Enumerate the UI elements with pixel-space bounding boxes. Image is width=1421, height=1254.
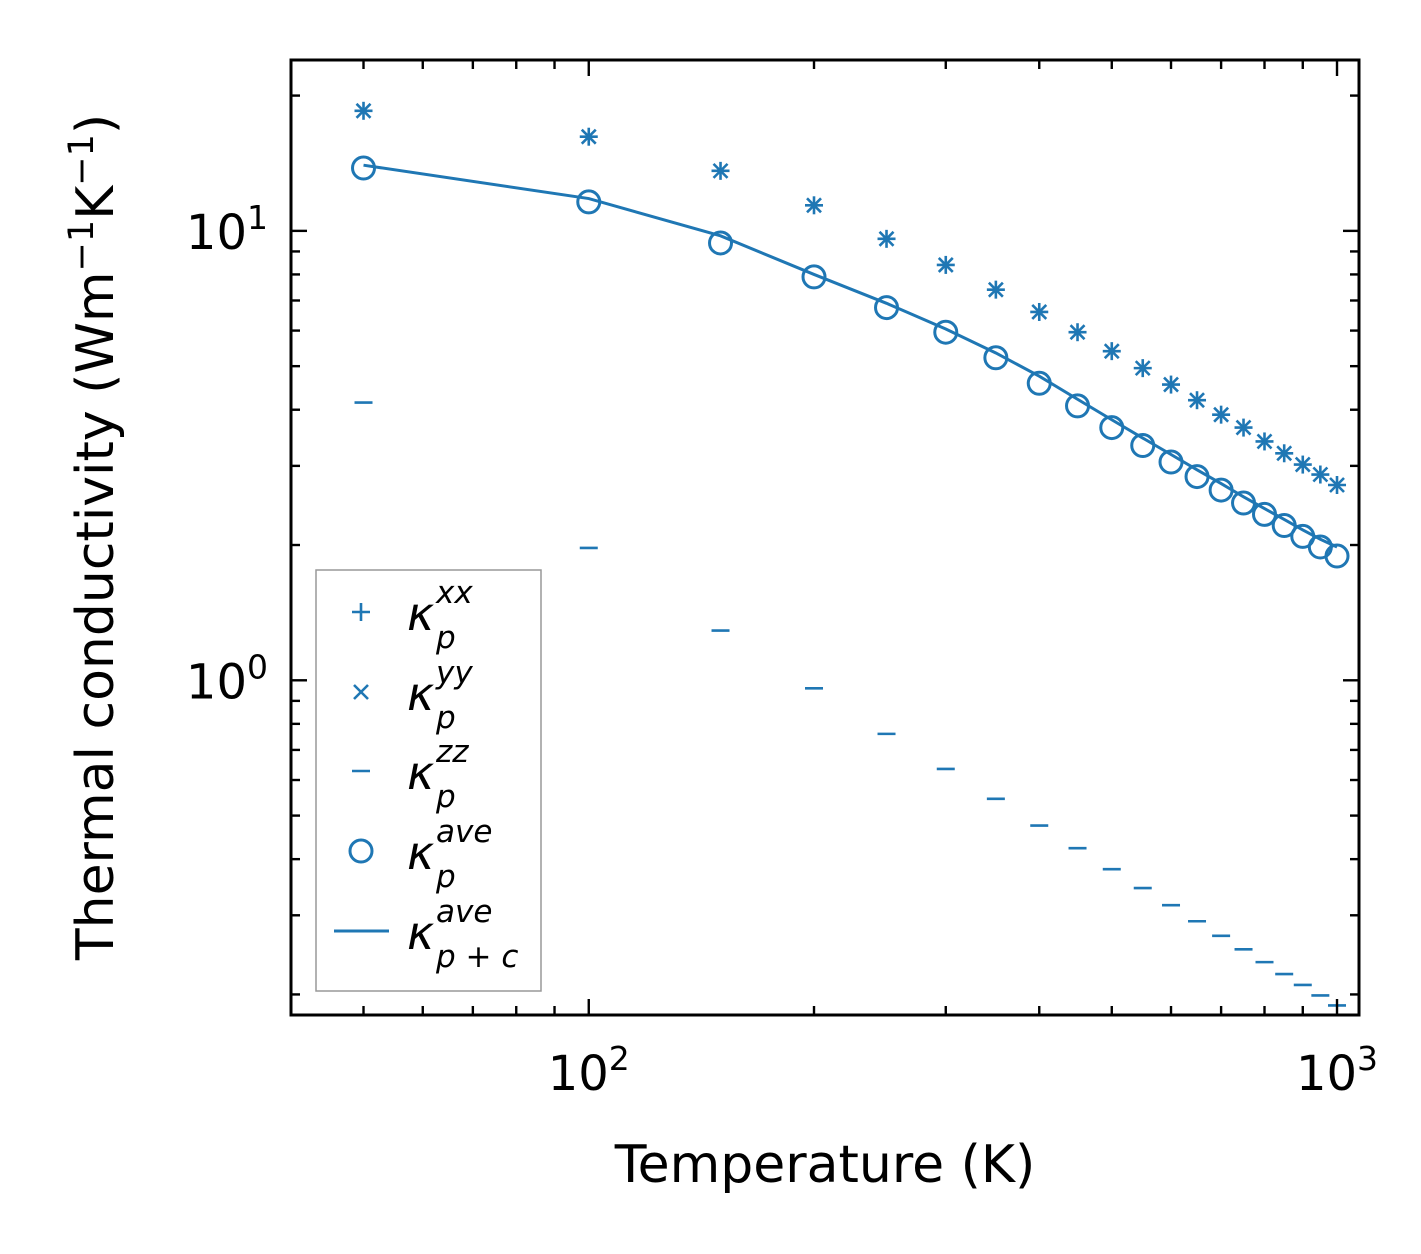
point-kyy-100 <box>580 128 597 145</box>
point-kyy-500 <box>1103 343 1120 360</box>
series-kave <box>351 155 1350 569</box>
point-kyy-550 <box>1134 360 1151 377</box>
legend-label-kave: κave p <box>407 814 492 895</box>
point-kyy-300 <box>937 256 954 273</box>
tick-labels: 102 103 100 101 <box>186 198 1378 1102</box>
point-kyy-150 <box>712 162 729 179</box>
point-kyy-850 <box>1276 445 1293 462</box>
legend-item-kave: κave p <box>348 814 492 895</box>
legend-label-kyy: κyy p <box>407 655 473 736</box>
point-kyy-800 <box>1256 433 1273 450</box>
point-kyy-700 <box>1213 406 1230 423</box>
legend-item-kave_pc: κave p + c <box>334 894 518 975</box>
x-tick-label-100: 102 <box>548 1039 630 1102</box>
legend-item-kyy: κyy p <box>353 655 473 736</box>
x-axis-label: Temperature (K) <box>614 1135 1036 1195</box>
legend-label-kxx: κxx p <box>407 575 473 656</box>
plot-frame <box>289 58 1361 1017</box>
legend-label-kzz: κzz p <box>407 734 469 815</box>
legend-swatch-kave <box>348 838 374 864</box>
point-kyy-900 <box>1294 456 1311 473</box>
y-axis-label-exp2: −1 <box>62 134 102 186</box>
y-tick-label-10: 101 <box>186 198 268 261</box>
point-kave-50 <box>351 155 377 181</box>
series-kyy <box>355 102 1345 493</box>
point-kyy-200 <box>806 197 822 214</box>
series-kxx <box>354 101 1347 494</box>
y-axis-label-base: Thermal conductivity (Wm <box>66 271 126 961</box>
y-tick-label-1: 100 <box>186 647 268 710</box>
point-kyy-950 <box>1312 466 1329 483</box>
x-tick-label-1000: 103 <box>1296 1039 1378 1102</box>
point-kyy-450 <box>1069 324 1086 341</box>
point-kyy-350 <box>987 281 1004 298</box>
point-kyy-750 <box>1235 419 1252 436</box>
point-kave-150 <box>708 230 734 256</box>
series-kzz <box>354 401 1347 1007</box>
legend-item-kzz: κzz p <box>352 734 469 815</box>
point-kave-200 <box>801 264 827 290</box>
point-kave-300 <box>933 319 959 345</box>
series-kave_pc <box>363 163 1338 549</box>
point-kyy-250 <box>878 230 895 247</box>
legend-frame <box>315 569 542 992</box>
y-axis-label-mid: K <box>66 184 126 220</box>
point-kyy-1000 <box>1329 477 1345 493</box>
point-kyy-600 <box>1163 376 1179 393</box>
legend-swatch-kxx <box>352 603 370 621</box>
legend-swatch-kyy <box>353 684 369 700</box>
y-axis-label-end: ) <box>66 114 126 134</box>
y-axis-label: Thermal conductivity (Wm−1K−1) <box>62 114 126 961</box>
legend-label-kave_pc: κave p + c <box>407 894 518 975</box>
point-kyy-50 <box>355 102 372 119</box>
legend-item-kxx: κxx p <box>352 575 473 656</box>
y-axis-label-exp1: −1 <box>62 220 102 272</box>
series-line-kave_pc <box>363 163 1338 549</box>
point-kave-1000 <box>1324 543 1350 569</box>
plot-marks <box>351 101 1350 1007</box>
point-kyy-400 <box>1031 304 1048 320</box>
point-kyy-650 <box>1189 392 1205 409</box>
